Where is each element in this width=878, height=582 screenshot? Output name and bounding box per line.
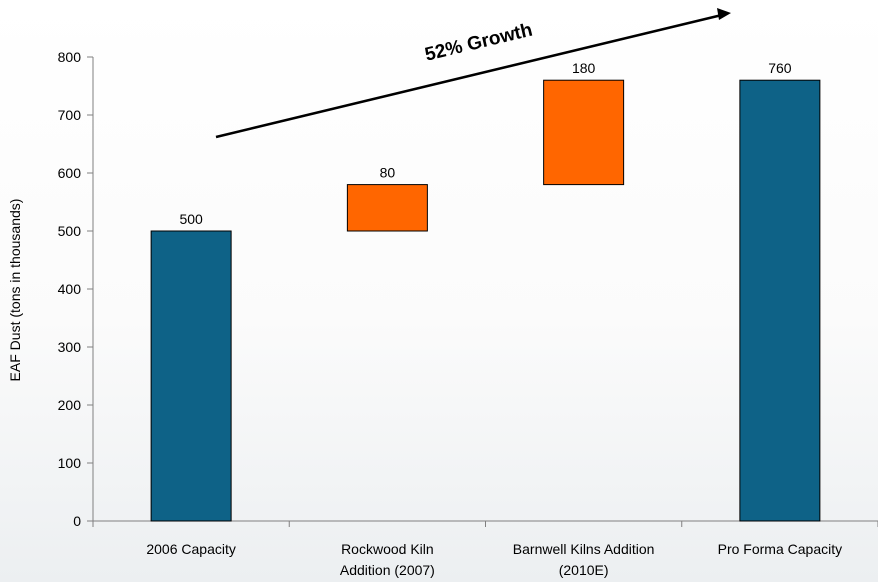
category-label: Pro Forma Capacity [718, 541, 842, 557]
axes: 0 100 200 300 400 500 600 700 800 [58, 49, 878, 529]
y-tick-label: 400 [58, 281, 82, 297]
y-tick-label: 100 [58, 455, 82, 471]
y-tick-label: 600 [58, 165, 82, 181]
data-labels: 500 80 180 760 [179, 60, 791, 227]
category-label: Addition (2007) [340, 562, 435, 578]
y-tick-label: 700 [58, 107, 82, 123]
y-tick-label: 500 [58, 223, 82, 239]
bar-value-label: 760 [768, 60, 792, 76]
bars [150, 79, 821, 522]
arrow-head-icon [717, 8, 731, 20]
bar-value-label: 180 [572, 60, 596, 76]
category-label: (2010E) [559, 562, 609, 578]
y-tick-label: 800 [58, 49, 82, 65]
y-axis-title: EAF Dust (tons in thousands) [7, 199, 23, 382]
category-label: Barnwell Kilns Addition [513, 541, 655, 557]
y-tick-label: 200 [58, 397, 82, 413]
bar-value-label: 80 [380, 165, 396, 181]
growth-annotation-text: 52% Growth [423, 20, 535, 66]
bar-value-label: 500 [179, 211, 203, 227]
bar [346, 184, 428, 232]
category-label: 2006 Capacity [146, 541, 236, 557]
category-label: Rockwood Kiln [341, 541, 434, 557]
y-tick-label: 0 [73, 513, 81, 529]
growth-arrow [215, 12, 727, 139]
y-tick-label: 300 [58, 339, 82, 355]
bar [150, 230, 232, 522]
bar [739, 79, 821, 522]
growth-annotation: 52% Growth [215, 8, 731, 139]
category-labels: 2006 Capacity Rockwood Kiln Addition (2007… [146, 541, 842, 578]
bar [543, 79, 625, 186]
